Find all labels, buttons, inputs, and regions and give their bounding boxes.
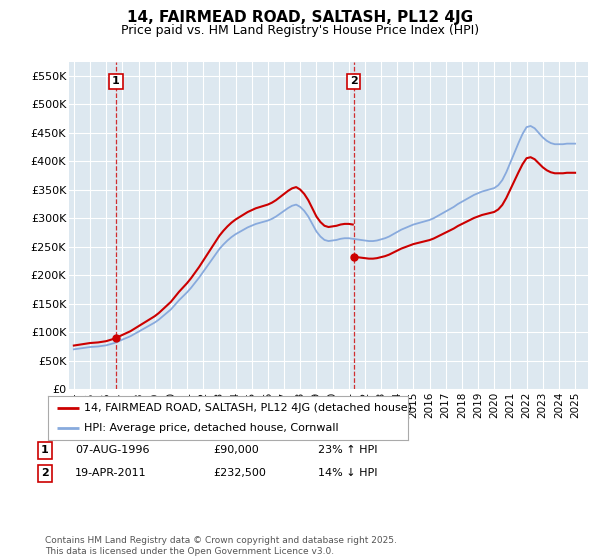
Text: 23% ↑ HPI: 23% ↑ HPI: [318, 445, 377, 455]
Text: 19-APR-2011: 19-APR-2011: [75, 468, 146, 478]
Text: 1: 1: [41, 445, 49, 455]
Text: 14, FAIRMEAD ROAD, SALTASH, PL12 4JG: 14, FAIRMEAD ROAD, SALTASH, PL12 4JG: [127, 10, 473, 25]
Text: £232,500: £232,500: [213, 468, 266, 478]
Text: 14% ↓ HPI: 14% ↓ HPI: [318, 468, 377, 478]
Text: Price paid vs. HM Land Registry's House Price Index (HPI): Price paid vs. HM Land Registry's House …: [121, 24, 479, 36]
Text: HPI: Average price, detached house, Cornwall: HPI: Average price, detached house, Corn…: [84, 423, 338, 433]
Text: 14, FAIRMEAD ROAD, SALTASH, PL12 4JG (detached house): 14, FAIRMEAD ROAD, SALTASH, PL12 4JG (de…: [84, 403, 412, 413]
Text: Contains HM Land Registry data © Crown copyright and database right 2025.
This d: Contains HM Land Registry data © Crown c…: [45, 536, 397, 556]
Text: 07-AUG-1996: 07-AUG-1996: [75, 445, 149, 455]
Text: 1: 1: [112, 76, 120, 86]
Text: 2: 2: [41, 468, 49, 478]
Text: 2: 2: [350, 76, 358, 86]
Text: £90,000: £90,000: [213, 445, 259, 455]
